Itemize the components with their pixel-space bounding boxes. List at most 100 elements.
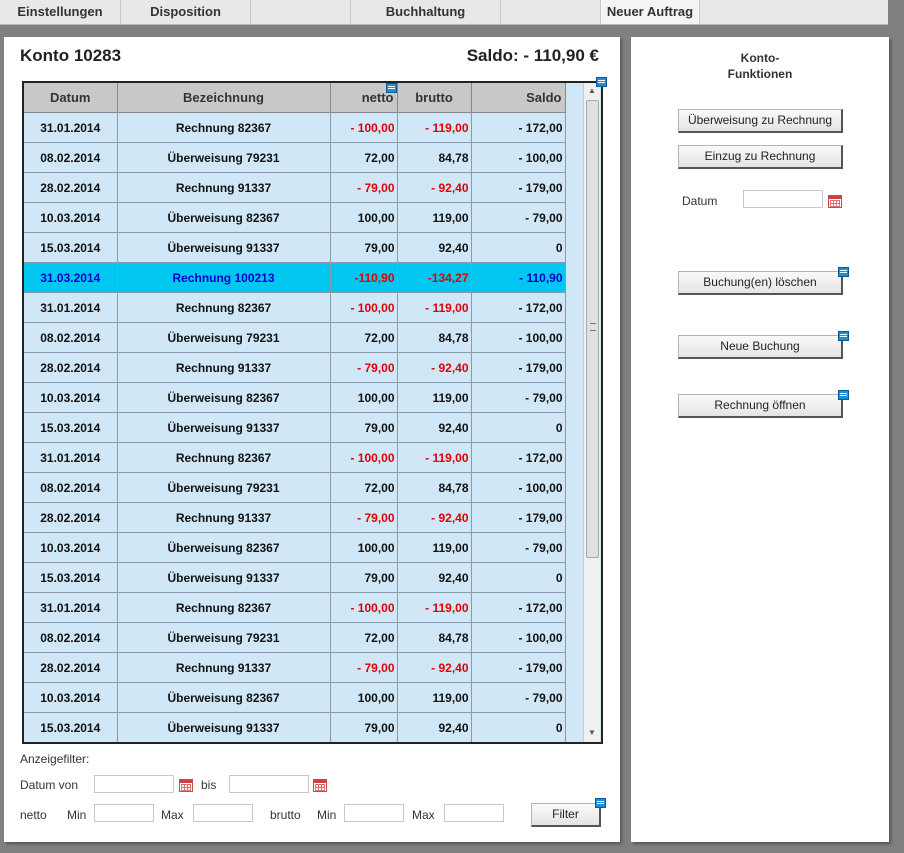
cell-bezeichnung: Überweisung 79231 [117,142,331,173]
netto-note-icon[interactable] [386,83,397,93]
cell-datum: 10.03.2014 [24,682,118,713]
scroll-down-arrow-icon[interactable]: ▼ [588,728,596,737]
menu-neuer-auftrag[interactable]: Neuer Auftrag [601,0,700,24]
cell-brutto: 119,00 [397,532,472,563]
col-header-datum[interactable]: Datum [24,83,118,113]
table-row[interactable]: 28.02.2014 Rechnung 91337- 79,00- 92,40- … [24,652,566,683]
table-row[interactable]: 15.03.2014 Überweisung 91337 79,00 92,40 0 [24,562,566,593]
filter-date-to-input[interactable] [229,775,309,793]
col-header-bezeichnung[interactable]: Bezeichnung [117,83,331,113]
delete-note-icon[interactable] [838,267,849,277]
filter-brutto-max-input[interactable] [444,804,504,822]
scroll-thumb[interactable] [586,100,599,558]
cell-saldo: - 172,00 [471,112,566,143]
cell-bezeichnung: Überweisung 91337 [117,412,331,443]
cell-datum: 28.02.2014 [24,172,118,203]
table-row[interactable]: 15.03.2014 Überweisung 91337 79,00 92,40 0 [24,232,566,263]
filter-note-icon[interactable] [595,798,606,808]
col-header-netto[interactable]: netto [330,83,398,113]
table-row[interactable]: 10.03.2014 Überweisung 82367 100,00 119,00-… [24,202,566,233]
menu-disposition[interactable]: Disposition [121,0,251,24]
filter-brutto-min-input[interactable] [344,804,404,822]
cell-netto: 79,00 [330,232,398,263]
cell-brutto: - 119,00 [397,112,472,143]
cell-datum: 08.02.2014 [24,142,118,173]
cell-netto: - 100,00 [330,442,398,473]
cell-brutto: 84,78 [397,622,472,653]
table-row[interactable]: 28.02.2014 Rechnung 91337- 79,00- 92,40- … [24,352,566,383]
debit-to-invoice-button[interactable]: Einzug zu Rechnung [678,145,843,169]
cell-datum: 31.01.2014 [24,442,118,473]
cell-saldo: - 79,00 [471,682,566,713]
cell-datum: 15.03.2014 [24,712,118,742]
cell-netto: 79,00 [330,412,398,443]
table-row[interactable]: 31.01.2014 Rechnung 82367- 100,00- 119,00… [24,112,566,143]
col-header-brutto[interactable]: brutto [397,83,472,113]
table-row[interactable]: 28.02.2014 Rechnung 91337- 79,00- 92,40- … [24,502,566,533]
function-date-input[interactable] [743,190,823,208]
filter-button[interactable]: Filter [531,803,601,827]
filter-brutto-min-label: Min [317,808,337,822]
table-row[interactable]: 10.03.2014 Überweisung 82367 100,00 119,00-… [24,382,566,413]
account-title: Konto 10283 [20,46,122,65]
cell-datum: 28.02.2014 [24,502,118,533]
menu-empty-2[interactable] [501,0,601,24]
delete-bookings-button[interactable]: Buchung(en) löschen [678,271,843,295]
filter-netto-min-input[interactable] [94,804,154,822]
table-row[interactable]: 15.03.2014 Überweisung 91337 79,00 92,40 0 [24,412,566,443]
cell-netto: - 100,00 [330,592,398,623]
menu-buchhaltung[interactable]: Buchhaltung [351,0,501,24]
cell-brutto: -134,27 [397,262,472,293]
cell-brutto: 92,40 [397,232,472,263]
table-row[interactable]: 10.03.2014 Überweisung 82367 100,00 119,00-… [24,682,566,713]
filter-netto-max-label: Max [161,808,184,822]
functions-heading: Konto- Funktionen [631,50,889,82]
table-row[interactable]: 10.03.2014 Überweisung 82367 100,00 119,00-… [24,532,566,563]
cell-saldo: - 100,00 [471,142,566,173]
filter-netto-max-input[interactable] [193,804,253,822]
table-row[interactable]: 31.01.2014 Rechnung 82367- 100,00- 119,00… [24,292,566,323]
table-scrollbar[interactable]: ▲ ▼ [583,83,600,742]
cell-saldo: - 172,00 [471,592,566,623]
cell-datum: 31.01.2014 [24,292,118,323]
cell-datum: 15.03.2014 [24,412,118,443]
cell-saldo: - 100,00 [471,322,566,353]
cell-bezeichnung: Rechnung 91337 [117,652,331,683]
cell-saldo: - 172,00 [471,292,566,323]
cell-datum: 28.02.2014 [24,652,118,683]
cell-netto: 100,00 [330,202,398,233]
filter-date-from-input[interactable] [94,775,174,793]
cell-bezeichnung: Rechnung 82367 [117,592,331,623]
menu-empty-1[interactable] [251,0,351,24]
filter-heading: Anzeigefilter: [20,752,90,766]
cell-saldo: 0 [471,562,566,593]
cell-brutto: 92,40 [397,712,472,742]
new-booking-button[interactable]: Neue Buchung [678,335,843,359]
open-invoice-note-icon[interactable] [838,390,849,400]
table-row[interactable]: 08.02.2014 Überweisung 79231 72,00 84,78- 1… [24,322,566,353]
scroll-up-arrow-icon[interactable]: ▲ [588,86,596,95]
new-booking-note-icon[interactable] [838,331,849,341]
table-row[interactable]: 08.02.2014 Überweisung 79231 72,00 84,78- 1… [24,142,566,173]
table-row[interactable]: 31.01.2014 Rechnung 82367- 100,00- 119,00… [24,592,566,623]
table-row[interactable]: 28.02.2014 Rechnung 91337- 79,00- 92,40- … [24,172,566,203]
calendar-icon[interactable] [313,779,327,792]
cell-datum: 15.03.2014 [24,562,118,593]
calendar-icon[interactable] [828,195,842,208]
table-note-icon[interactable] [596,77,607,87]
col-header-saldo[interactable]: Saldo [471,83,566,113]
cell-netto: - 100,00 [330,292,398,323]
table-row[interactable]: 31.03.2014 Rechnung 100213 -110,90 -134,27-… [24,262,566,293]
cell-datum: 08.02.2014 [24,622,118,653]
table-row[interactable]: 08.02.2014 Überweisung 79231 72,00 84,78- 1… [24,622,566,653]
open-invoice-button[interactable]: Rechnung öffnen [678,394,843,418]
cell-netto: - 79,00 [330,172,398,203]
cell-datum: 31.01.2014 [24,112,118,143]
menu-einstellungen[interactable]: Einstellungen [0,0,121,24]
table-row[interactable]: 08.02.2014 Überweisung 79231 72,00 84,78- 1… [24,472,566,503]
table-row[interactable]: 15.03.2014 Überweisung 91337 79,00 92,40 0 [24,712,566,742]
calendar-icon[interactable] [179,779,193,792]
table-row[interactable]: 31.01.2014 Rechnung 82367- 100,00- 119,00… [24,442,566,473]
transfer-to-invoice-button[interactable]: Überweisung zu Rechnung [678,109,843,133]
cell-brutto: - 119,00 [397,442,472,473]
